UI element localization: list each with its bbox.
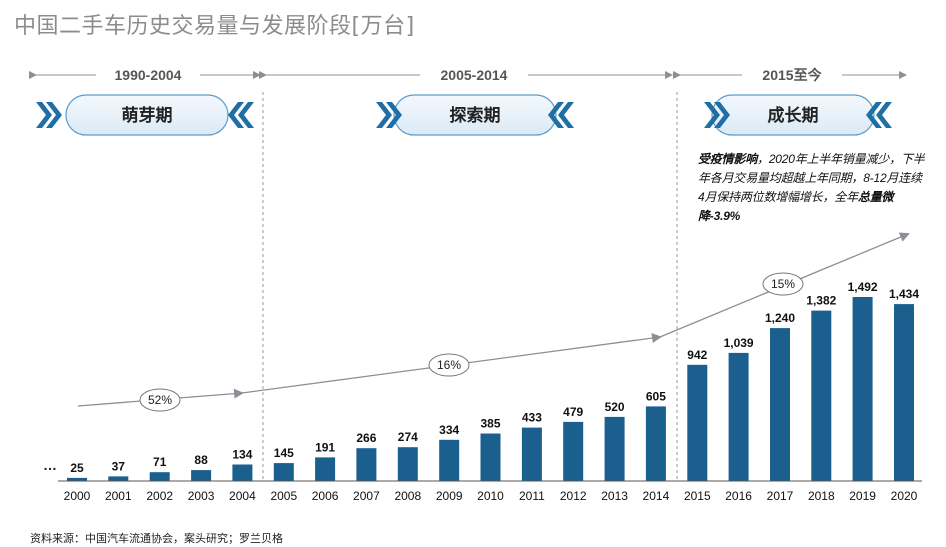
x-tick-label-2012: 2012 [560, 489, 587, 503]
annotation-note: 受疫情影响，2020年上半年销量减少，下半年各月交易量均超越上年同期，8-12月… [698, 150, 926, 226]
cagr-bubble-1 [139, 388, 181, 412]
bar-2016 [728, 352, 749, 481]
bar-value-label-2016: 1,039 [724, 336, 754, 350]
chevron-left-icon [866, 102, 892, 128]
bar-2012 [563, 421, 584, 481]
bar-value-label-2009: 334 [439, 423, 459, 437]
bar-value-label-2018: 1,382 [806, 294, 836, 308]
bar-2010 [480, 433, 501, 481]
x-tick-label-2017: 2017 [767, 489, 794, 503]
chevron-left-icon [548, 102, 574, 128]
x-tick-label-2003: 2003 [188, 489, 215, 503]
x-tick-label-2010: 2010 [477, 489, 504, 503]
phase-pill-1: 萌芽期 [36, 94, 254, 136]
bar-2015 [687, 364, 708, 481]
cagr-label-2: 16% [437, 358, 461, 372]
x-tick-label-2005: 2005 [270, 489, 297, 503]
x-tick-label-2018: 2018 [808, 489, 835, 503]
phase-pill-bg [393, 94, 557, 136]
phase-ranges: 1990-2004 2005-2014 2015至今 [29, 67, 907, 83]
bar-value-label-2010: 385 [480, 417, 500, 431]
bar-2008 [397, 447, 418, 481]
phase-period-3: 2015至今 [762, 67, 821, 83]
bar-2014 [645, 406, 666, 481]
bar-2006 [315, 457, 336, 481]
x-tick-label-2014: 2014 [643, 489, 670, 503]
phase-name-2: 探索期 [450, 105, 501, 126]
x-tick-label-2013: 2013 [601, 489, 628, 503]
bar-value-label-2000: 25 [70, 461, 84, 475]
bar-value-label-2012: 479 [563, 405, 583, 419]
bar-value-label-2015: 942 [687, 348, 707, 362]
phase-pill-bg [711, 94, 875, 136]
bar-value-label-2007: 266 [356, 431, 376, 445]
chevron-right-icon [376, 102, 402, 128]
x-tick-label-2020: 2020 [891, 489, 918, 503]
bar-value-label-2019: 1,492 [848, 280, 878, 294]
bar-value-label-2017: 1,240 [765, 311, 795, 325]
chevron-right-icon [704, 102, 730, 128]
bar-value-label-2005: 145 [274, 446, 294, 460]
x-tick-label-2001: 2001 [105, 489, 132, 503]
x-tick-label-2002: 2002 [146, 489, 173, 503]
x-tick-label-2008: 2008 [394, 489, 421, 503]
x-tick-label-2007: 2007 [353, 489, 380, 503]
note-bold-1: 受疫情影响 [698, 152, 758, 166]
bar-value-label-2003: 88 [194, 453, 208, 467]
x-tick-label-2004: 2004 [229, 489, 256, 503]
x-tick-label-2006: 2006 [312, 489, 339, 503]
x-tick-label-2015: 2015 [684, 489, 711, 503]
x-tick-label-2009: 2009 [436, 489, 463, 503]
x-tick-label-2000: 2000 [64, 489, 91, 503]
note-text-1: ，2020年上半年销量减少，下半年各月交易量均超越上年同期，8-12月连续4月保… [698, 152, 925, 204]
x-tick-label-2016: 2016 [725, 489, 752, 503]
note-bold-2: 总量微降-3.9% [698, 190, 894, 223]
phase-period-2: 2005-2014 [441, 67, 508, 83]
cagr-bubble-2 [428, 353, 470, 377]
bar-value-label-2002: 71 [153, 455, 167, 469]
bar-value-label-2008: 274 [398, 430, 418, 444]
bar-2003 [191, 470, 212, 481]
phase-name-3: 成长期 [768, 105, 819, 126]
cagr-label-3: 15% [771, 277, 795, 291]
phase-name-1: 萌芽期 [122, 105, 173, 126]
x-tick-label-2011: 2011 [519, 489, 545, 503]
bar-2007 [356, 448, 377, 481]
bar-2018 [811, 310, 832, 481]
bar-value-label-2006: 191 [315, 440, 335, 454]
bar-value-label-2013: 520 [605, 400, 625, 414]
bar-2011 [521, 427, 542, 481]
bar-value-label-2001: 37 [112, 459, 126, 473]
cagr-bubble-3 [762, 272, 804, 296]
page-title: 中国二手车历史交易量与发展阶段[万台] [14, 14, 415, 39]
cagr-label-1: 52% [148, 393, 172, 407]
bar-value-label-2011: 433 [522, 411, 542, 425]
phase-pill-2: 探索期 [376, 94, 574, 136]
phase-period-1: 1990-2004 [115, 67, 182, 83]
bar-2020 [894, 304, 914, 481]
bar-value-label-2020: 1,434 [889, 287, 919, 301]
phase-pill-3: 成长期 [704, 94, 892, 136]
bar-2001 [108, 476, 129, 481]
bar-2000 [67, 477, 87, 481]
source-note: 资料来源：中国汽车流通协会，案头研究；罗兰贝格 [30, 532, 283, 545]
bar-2005 [273, 463, 294, 481]
bar-2013 [604, 416, 625, 481]
chevron-right-icon [36, 102, 62, 128]
bar-series: 25 2000 37 2001 71 2002 88 2003 134 2004 145 2005 19… [64, 280, 920, 503]
bar-2009 [439, 439, 460, 481]
bar-2004 [232, 464, 253, 481]
bar-value-label-2014: 605 [646, 389, 666, 403]
x-tick-label-2019: 2019 [849, 489, 876, 503]
bar-2002 [149, 472, 170, 481]
ellipsis-marker: … [43, 457, 57, 473]
chevron-left-icon [228, 102, 254, 128]
bar-2019 [852, 297, 873, 481]
trend-arrows: 52% 16% 15% [77, 232, 910, 412]
bar-value-label-2004: 134 [232, 448, 252, 462]
bar-2017 [770, 328, 790, 481]
